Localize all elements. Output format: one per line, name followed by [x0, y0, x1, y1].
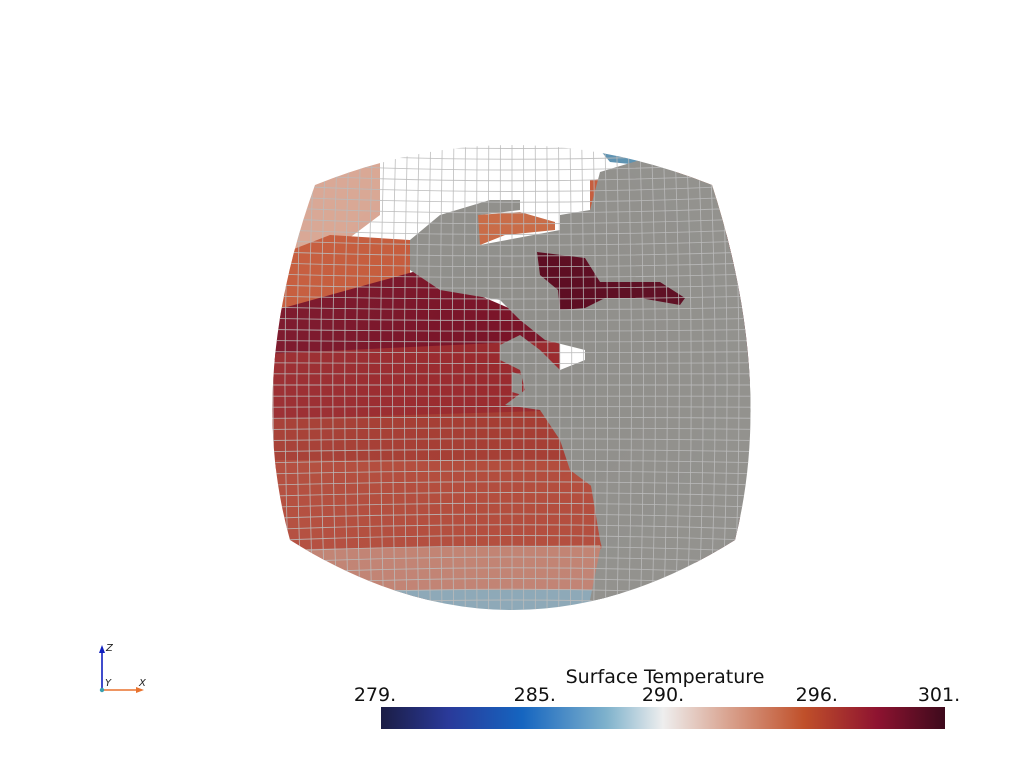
- grid-line-horizontal: [240, 611, 790, 620]
- colorbar-tick-label: 290.: [641, 684, 685, 706]
- colorbar-tick-label: 285.: [513, 684, 556, 706]
- grid-line-horizontal: [240, 643, 790, 654]
- y-axis-dot-icon: [99, 687, 105, 693]
- grid-line-vertical: [754, 100, 763, 670]
- grid-line-vertical: [249, 100, 259, 670]
- grid-line-horizontal: [240, 116, 790, 127]
- colorbar-tick-label: 279.: [353, 684, 397, 706]
- grid-line-horizontal: [240, 632, 790, 642]
- orientation-axes-widget: Z Y X: [99, 643, 147, 693]
- z-axis-label: Z: [105, 643, 114, 654]
- grid-line-horizontal: [240, 622, 790, 632]
- colorbar-gradient: [381, 707, 945, 729]
- grid-line-vertical: [765, 100, 775, 670]
- colorbar-title: Surface Temperature: [565, 666, 765, 688]
- x-axis-arrow-icon: [136, 687, 144, 693]
- globe-surface: [240, 100, 790, 670]
- colorbar-tick-label: 296.: [795, 684, 838, 706]
- colorbar-tick-label: 301.: [917, 684, 961, 706]
- x-axis-label: X: [138, 678, 147, 689]
- grid-line-vertical: [261, 100, 270, 670]
- grid-line-horizontal: [240, 127, 790, 137]
- y-axis-label: Y: [105, 678, 112, 689]
- z-axis-arrow-icon: [99, 645, 105, 653]
